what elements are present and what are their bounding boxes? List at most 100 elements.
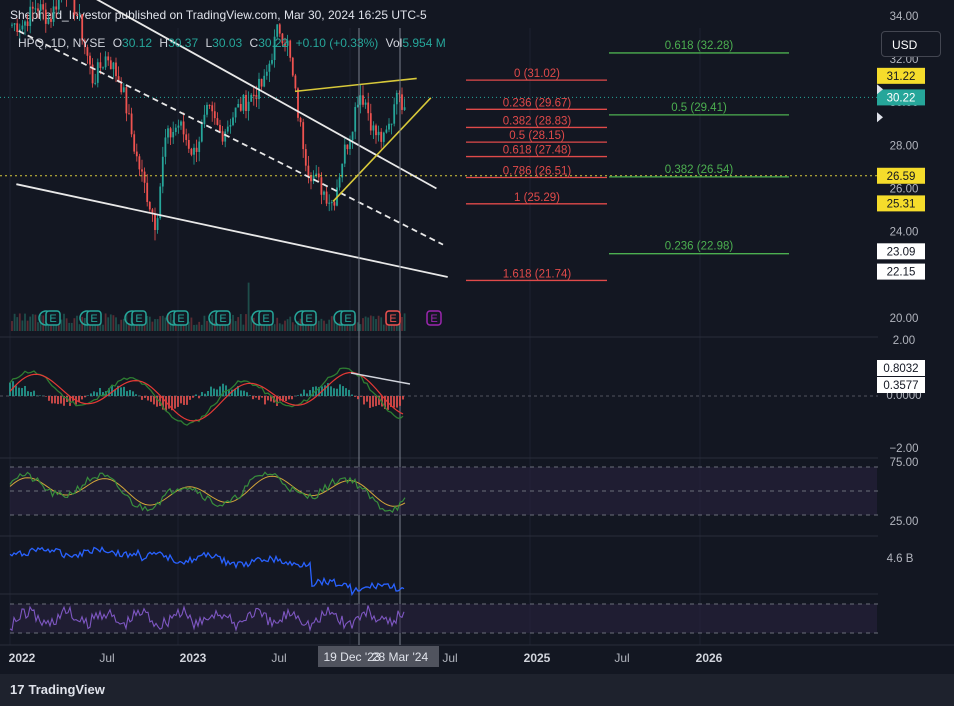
scroll-arrow-icon	[877, 84, 883, 95]
volume-bar	[63, 313, 65, 331]
candle-body	[252, 94, 255, 96]
macd-line	[9, 367, 404, 426]
volume-bar	[73, 318, 76, 331]
earnings-marker-icon	[301, 310, 317, 326]
macd-histogram-bar	[375, 396, 377, 407]
macd-histogram-bar	[156, 396, 158, 407]
macd-histogram-bar	[198, 396, 200, 399]
macd-histogram-bar	[363, 396, 365, 405]
trendline-wedge-top	[294, 77, 417, 93]
candle-body	[52, 6, 55, 22]
volume-bar	[375, 319, 377, 331]
macd-histogram-bar	[195, 394, 197, 396]
rsi-axis-tick: 75.00	[890, 457, 919, 469]
candle-body	[226, 126, 229, 132]
trendline-lower-channel	[16, 183, 448, 278]
volume-bar	[65, 318, 68, 331]
candle-body	[154, 214, 156, 230]
open-value: 30.12	[122, 36, 153, 50]
volume-bar	[37, 322, 39, 331]
volume-bar	[107, 317, 110, 331]
candle-body	[388, 123, 390, 130]
volume-bar	[229, 318, 232, 331]
macd-histogram-bar	[84, 396, 86, 398]
volume-bar	[42, 315, 45, 331]
macd-histogram-bar	[15, 385, 17, 396]
candle-body	[57, 0, 60, 10]
price-badge-bg	[877, 263, 925, 280]
candle-body	[385, 129, 388, 133]
price-badge-label: 31.22	[887, 71, 916, 83]
candle-body	[317, 173, 320, 178]
candle-body	[271, 60, 273, 64]
candle-body	[156, 218, 159, 230]
tradingview-logo-text: TradingView	[28, 682, 105, 697]
candle-body	[47, 18, 50, 24]
macd-histogram-bar	[201, 392, 203, 396]
candle-body	[112, 62, 115, 70]
candle-body	[164, 137, 167, 157]
macd-histogram-bar	[312, 386, 314, 396]
candle-body	[377, 131, 380, 136]
candle-body	[398, 92, 401, 95]
candle-body	[167, 128, 169, 138]
candle-body	[234, 107, 237, 118]
candle-body	[278, 24, 281, 34]
candle-body	[120, 81, 123, 93]
volume-bar	[382, 324, 385, 331]
close-label: C	[249, 36, 259, 50]
ohlc-legend: HPQ, 1D, NYSE O30.12 H30.37 L30.03 C30.2…	[18, 36, 450, 50]
macd-histogram-bar	[327, 383, 329, 396]
volume-bar	[193, 324, 195, 331]
volume-bar	[255, 324, 258, 331]
tradingview-logo-mark-icon: 17	[10, 682, 25, 697]
volume-bar	[31, 314, 34, 331]
macd-histogram-bar	[150, 396, 152, 402]
macd-histogram-bar	[204, 393, 206, 396]
volume-bar	[180, 322, 182, 331]
volume-bar	[333, 316, 336, 331]
macd-histogram-bar	[129, 389, 131, 396]
earnings-marker-label: E	[90, 313, 97, 325]
volume-bar	[291, 322, 294, 331]
candle-body	[151, 209, 154, 215]
dividend-marker-label: E	[430, 313, 437, 325]
macd-histogram-bar	[348, 389, 350, 396]
candle-body	[302, 122, 305, 150]
volume-bar	[78, 324, 81, 331]
currency-button[interactable]: USD	[881, 31, 941, 57]
price-badge-bg	[877, 167, 925, 184]
candle-body	[169, 128, 172, 138]
earnings-marker-label: E	[135, 313, 142, 325]
price-axis-tick: 24.00	[890, 227, 919, 239]
chart-canvas[interactable]: 0 (31.02) 0.236 (29.67) 0.382 (28.83) 0.5 (…	[0, 0, 954, 674]
earnings-marker-icon	[173, 310, 189, 326]
candle-body	[362, 95, 364, 105]
candle-body	[268, 63, 271, 72]
low-value: 30.03	[212, 36, 243, 50]
candle-body	[372, 125, 375, 131]
fib-retracement-label: 0.5 (28.15)	[509, 130, 565, 142]
macd-histogram-bar	[108, 388, 110, 396]
volume-bar	[94, 323, 97, 331]
macd-histogram-bar	[87, 395, 89, 396]
tradingview-logo[interactable]: 17 TradingView	[10, 682, 105, 697]
candle-body	[135, 151, 138, 157]
publish-header: Shepherd_Investor published on TradingVi…	[0, 0, 954, 28]
macd-histogram-bar	[111, 385, 113, 396]
macd-value-badge: 0.8032	[883, 363, 918, 375]
trendline-wedge-bottom	[332, 97, 432, 202]
candle-body	[141, 169, 143, 172]
crosshair-date-start: 19 Dec '23	[324, 650, 381, 664]
earnings-marker-icon	[258, 310, 274, 326]
macd-histogram-bar	[210, 386, 212, 396]
volume-bar	[102, 324, 104, 331]
macd-histogram-bar	[132, 391, 134, 396]
candle-body	[375, 125, 377, 136]
volume-bar	[320, 318, 323, 331]
volume-bar	[325, 323, 328, 331]
candle-body	[242, 94, 245, 111]
price-axis-tick: 34.00	[890, 11, 919, 23]
candle-body	[29, 6, 32, 27]
symbol-label[interactable]: HPQ, 1D, NYSE	[18, 36, 106, 50]
